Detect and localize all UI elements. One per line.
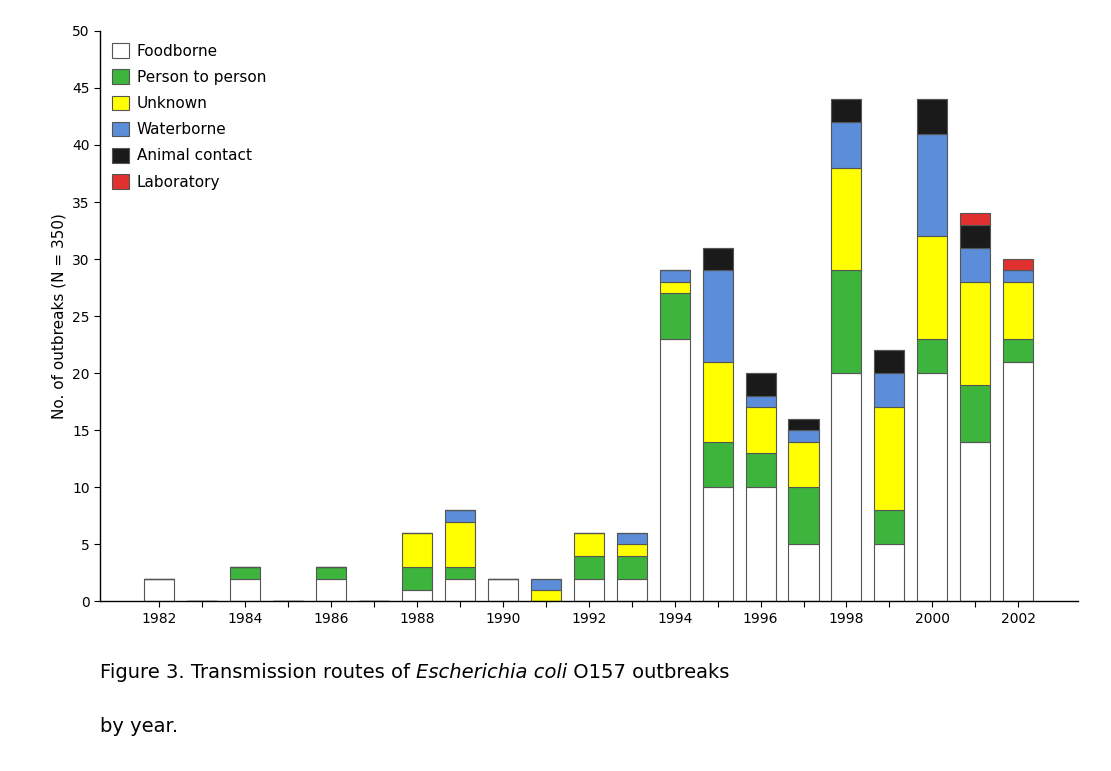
Bar — [1003, 362, 1033, 601]
Bar — [702, 487, 732, 601]
Text: by year.: by year. — [100, 717, 178, 736]
Bar — [702, 271, 732, 362]
Bar — [874, 407, 904, 510]
Bar — [918, 373, 948, 601]
Bar — [702, 442, 732, 487]
Bar — [745, 373, 775, 396]
Bar — [144, 578, 174, 601]
Bar — [402, 533, 432, 567]
Bar — [960, 225, 990, 247]
Bar — [874, 510, 904, 544]
Bar — [918, 133, 948, 236]
Bar — [230, 578, 260, 601]
Bar — [831, 168, 861, 271]
Bar — [660, 282, 690, 293]
Bar — [789, 442, 819, 487]
Bar — [573, 533, 604, 556]
Bar — [702, 362, 732, 442]
Bar — [960, 214, 990, 225]
Bar — [402, 567, 432, 590]
Bar — [702, 247, 732, 271]
Bar — [660, 339, 690, 601]
Bar — [745, 453, 775, 487]
Bar — [317, 578, 347, 601]
Bar — [573, 556, 604, 578]
Bar — [789, 544, 819, 601]
Bar — [1003, 282, 1033, 339]
Text: O157 outbreaks: O157 outbreaks — [568, 663, 730, 682]
Bar — [831, 373, 861, 601]
Bar — [918, 339, 948, 373]
Bar — [660, 293, 690, 339]
Bar — [446, 510, 476, 521]
Bar — [831, 99, 861, 122]
Bar — [745, 407, 775, 453]
Bar — [230, 567, 260, 578]
Bar — [960, 247, 990, 282]
Bar — [446, 521, 476, 567]
Bar — [531, 590, 561, 601]
Bar — [617, 533, 647, 544]
Bar — [789, 430, 819, 442]
Bar — [960, 385, 990, 442]
Bar — [446, 578, 476, 601]
Legend: Foodborne, Person to person, Unknown, Waterborne, Animal contact, Laboratory: Foodborne, Person to person, Unknown, Wa… — [108, 39, 271, 194]
Bar — [918, 99, 948, 133]
Bar — [745, 396, 775, 407]
Bar — [1003, 271, 1033, 282]
Bar — [488, 578, 518, 601]
Bar — [831, 122, 861, 168]
Bar — [617, 578, 647, 601]
Bar — [918, 236, 948, 339]
Bar — [831, 271, 861, 373]
Bar — [531, 578, 561, 590]
Bar — [1003, 339, 1033, 362]
Text: Figure 3. Transmission routes of: Figure 3. Transmission routes of — [100, 663, 417, 682]
Bar — [402, 590, 432, 601]
Bar — [960, 282, 990, 385]
Bar — [789, 487, 819, 544]
Bar — [874, 350, 904, 373]
Bar — [960, 442, 990, 601]
Bar — [317, 567, 347, 578]
Bar — [745, 487, 775, 601]
Bar — [660, 271, 690, 282]
Bar — [573, 578, 604, 601]
Text: Escherichia coli: Escherichia coli — [417, 663, 568, 682]
Bar — [617, 544, 647, 556]
Bar — [617, 556, 647, 578]
Bar — [1003, 259, 1033, 271]
Bar — [874, 373, 904, 407]
Bar — [446, 567, 476, 578]
Y-axis label: No. of outbreaks (N = 350): No. of outbreaks (N = 350) — [51, 213, 67, 419]
Bar — [874, 544, 904, 601]
Bar — [789, 419, 819, 430]
